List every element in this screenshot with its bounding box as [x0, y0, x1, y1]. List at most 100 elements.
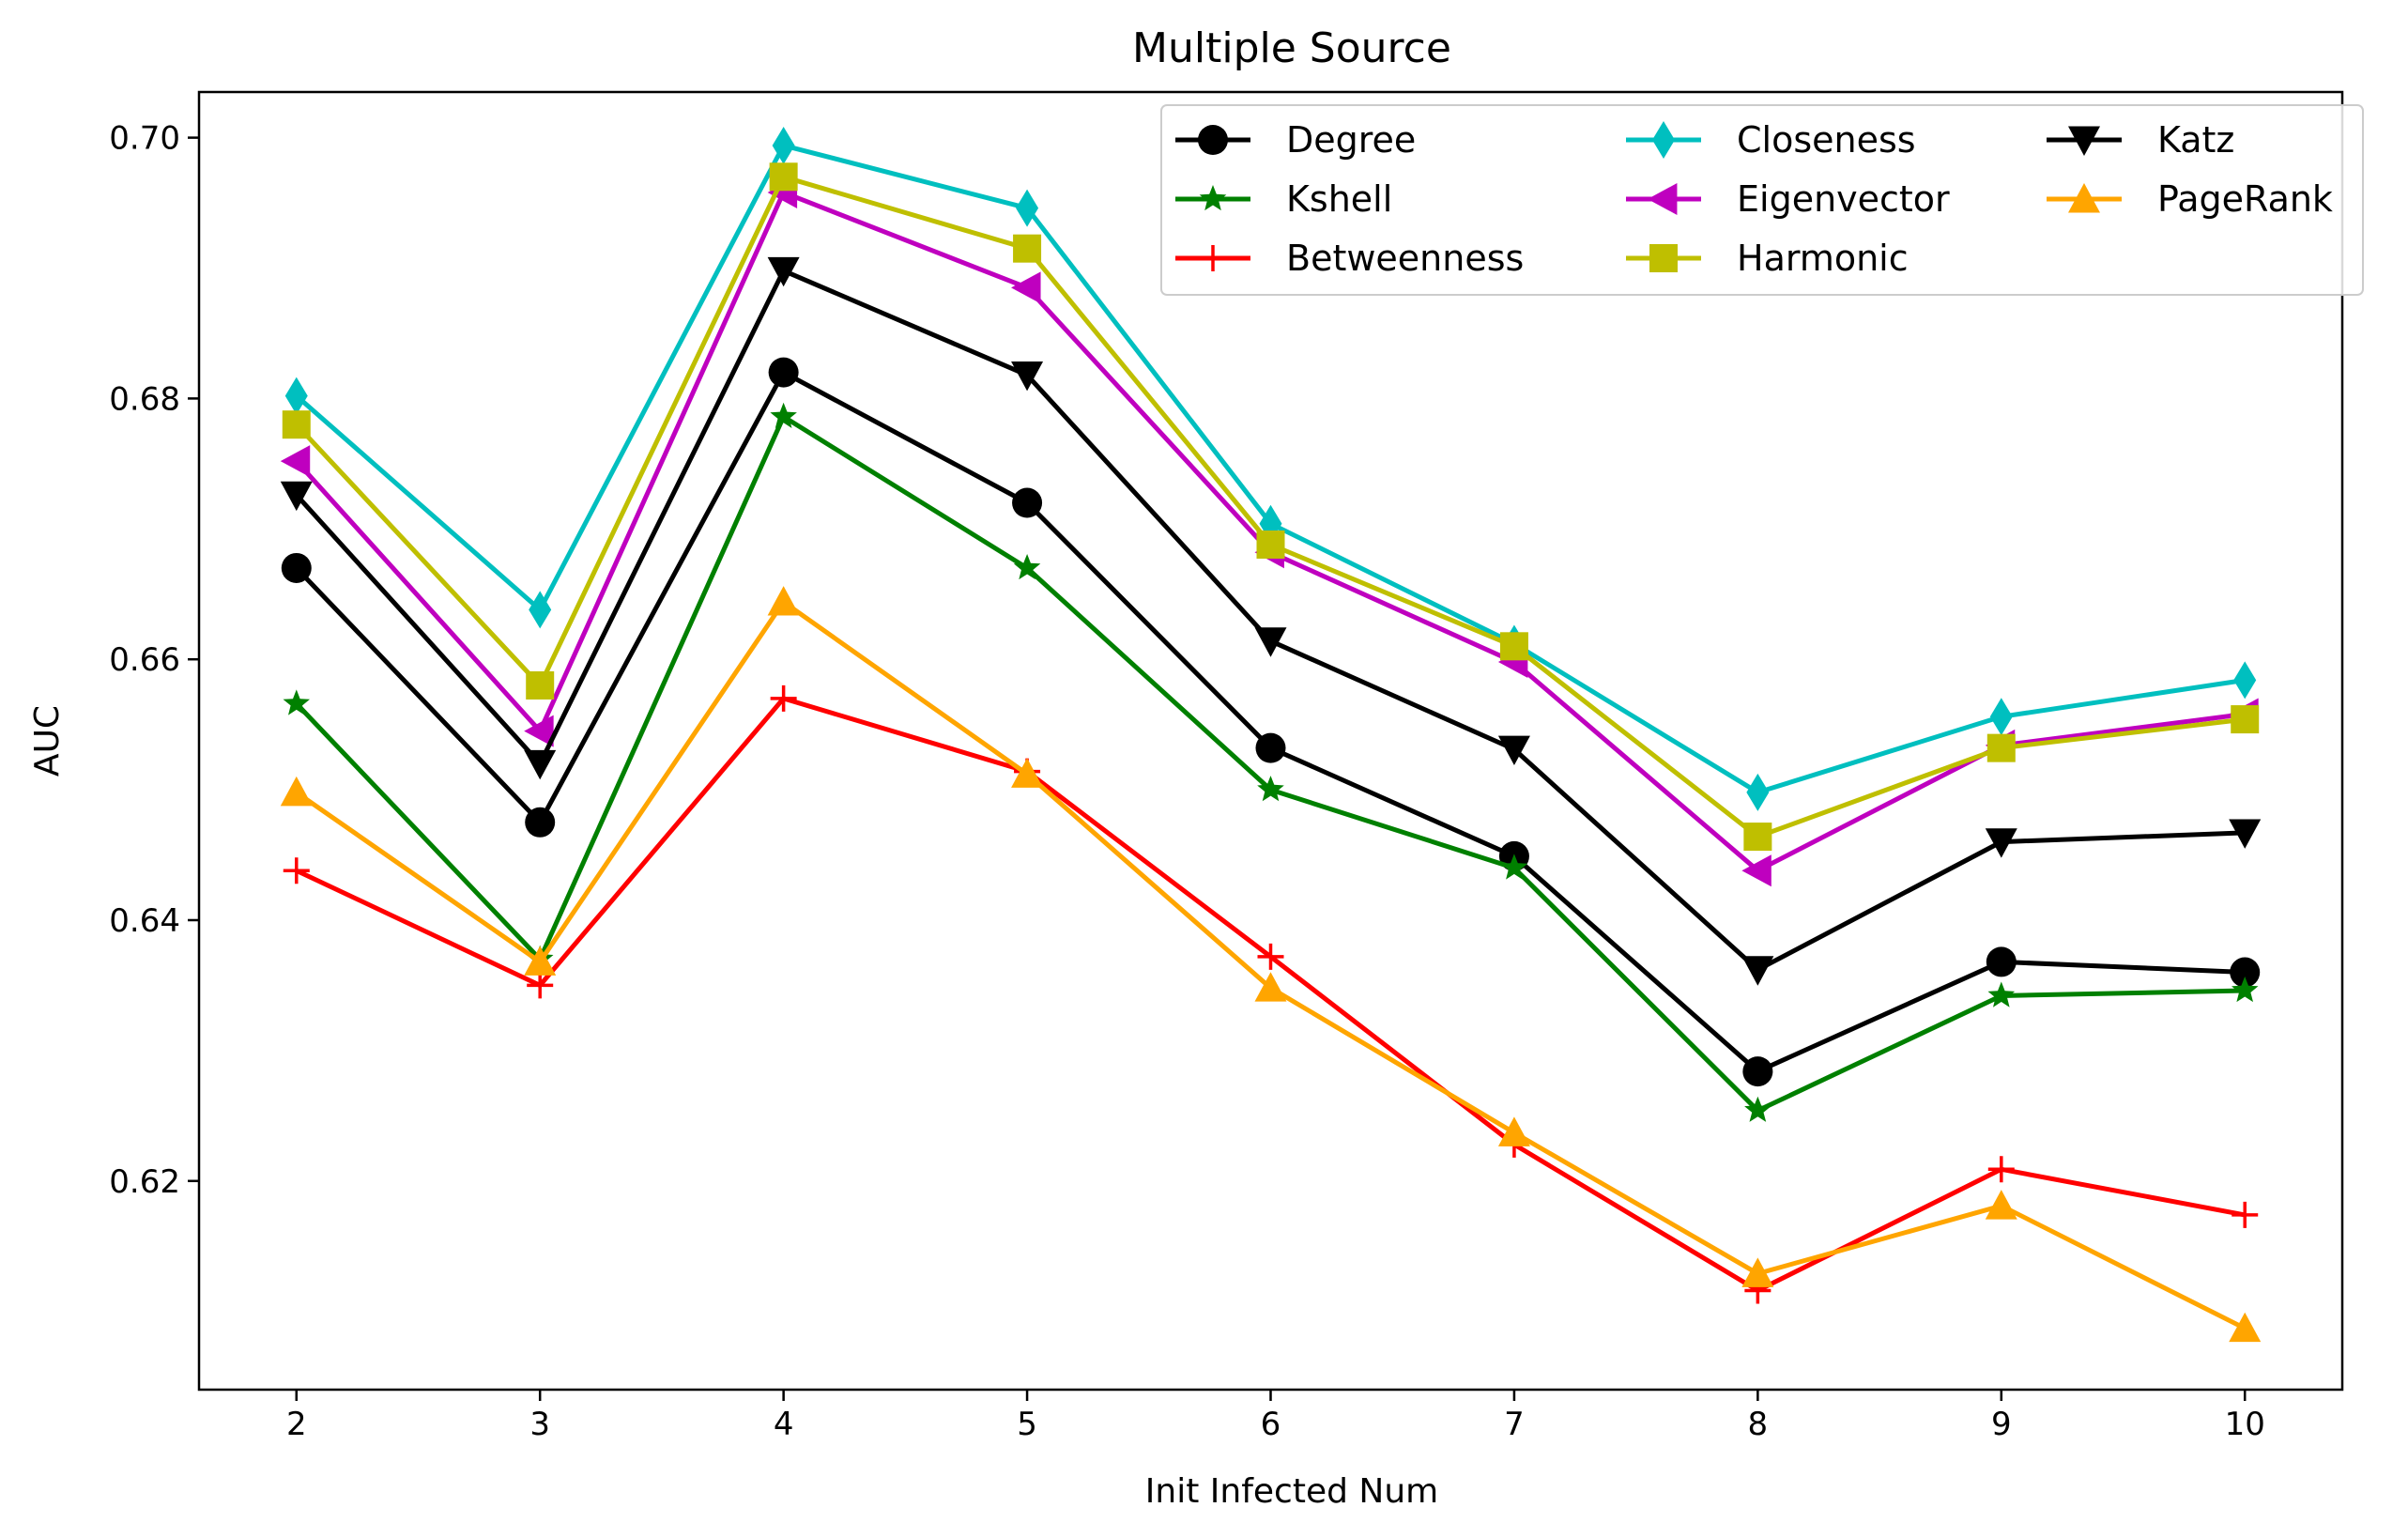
- data-point-pagerank-6: [1254, 972, 1287, 1002]
- data-point-degree-3: [525, 807, 556, 838]
- series-degree: [281, 357, 2261, 1087]
- y-tick-label: 0.70: [109, 120, 180, 158]
- data-point-katz-6: [1254, 627, 1287, 657]
- data-point-betweenness-4: [770, 684, 797, 712]
- legend-entry-degree: Degree: [1175, 119, 1416, 161]
- data-point-katz-8: [1741, 956, 1774, 986]
- x-tick-label: 7: [1504, 1406, 1525, 1443]
- series-harmonic: [282, 162, 2260, 852]
- data-point-degree-5: [1012, 487, 1043, 518]
- legend-label: Katz: [2157, 119, 2234, 161]
- data-point-degree-9: [1986, 946, 2017, 977]
- legend-entry-pagerank: PageRank: [2047, 178, 2333, 220]
- data-point-eigenvector-2: [280, 445, 311, 478]
- data-point-betweenness-2: [283, 857, 310, 884]
- legend-label: Degree: [1286, 119, 1416, 161]
- series-layer: [280, 126, 2262, 1343]
- data-point-degree-6: [1255, 732, 1286, 763]
- data-point-kshell-8: [1744, 1096, 1771, 1122]
- x-tick-label: 5: [1017, 1406, 1037, 1443]
- x-tick-label: 3: [529, 1406, 550, 1443]
- data-point-katz-2: [280, 481, 313, 512]
- legend-swatch-marker: [1200, 245, 1226, 271]
- data-point-betweenness-3: [527, 972, 554, 999]
- data-point-harmonic-6: [1256, 530, 1285, 559]
- legend-entry-kshell: Kshell: [1175, 178, 1392, 220]
- legend-label: Closeness: [1737, 119, 1916, 161]
- data-point-harmonic-9: [1986, 733, 2016, 762]
- data-point-eigenvector-5: [1011, 271, 1041, 304]
- y-tick-label: 0.64: [109, 902, 180, 940]
- data-point-closeness-8: [1746, 773, 1770, 811]
- legend-entry-katz: Katz: [2047, 119, 2234, 161]
- data-point-katz-3: [524, 749, 557, 780]
- data-point-harmonic-3: [526, 670, 555, 700]
- series-pagerank: [280, 586, 2262, 1343]
- data-point-katz-4: [767, 256, 800, 287]
- data-point-closeness-5: [1016, 189, 1039, 227]
- legend-label: Eigenvector: [1737, 178, 1950, 220]
- y-tick-label: 0.68: [109, 380, 180, 418]
- legend-entry-eigenvector: Eigenvector: [1626, 178, 1950, 220]
- data-point-pagerank-7: [1497, 1116, 1530, 1146]
- data-point-degree-8: [1742, 1056, 1773, 1087]
- legend-entry-closeness: Closeness: [1626, 119, 1916, 161]
- x-axis-label: Init Infected Num: [1145, 1472, 1438, 1511]
- data-point-betweenness-10: [2232, 1201, 2259, 1228]
- data-point-eigenvector-8: [1741, 854, 1771, 887]
- data-point-closeness-3: [529, 591, 552, 629]
- data-point-katz-9: [1985, 828, 2017, 858]
- y-axis: 0.62 0.64 0.66 0.68 0.70: [109, 120, 199, 1201]
- legend-swatch-marker: [2068, 183, 2100, 213]
- legend-entry-betweenness: Betweenness: [1175, 238, 1524, 279]
- data-point-closeness-4: [772, 126, 795, 164]
- x-tick-label: 9: [1991, 1406, 2012, 1443]
- data-point-harmonic-8: [1743, 823, 1772, 852]
- data-point-kshell-4: [770, 402, 797, 428]
- data-point-harmonic-5: [1013, 234, 1042, 263]
- data-point-closeness-10: [2233, 661, 2257, 700]
- legend-entry-harmonic: Harmonic: [1626, 238, 1909, 279]
- x-tick-label: 2: [286, 1406, 307, 1443]
- x-tick-label: 6: [1261, 1406, 1281, 1443]
- data-point-betweenness-6: [1257, 943, 1284, 970]
- legend-label: PageRank: [2157, 178, 2333, 220]
- y-tick-label: 0.62: [109, 1163, 180, 1201]
- data-point-katz-10: [2229, 819, 2262, 849]
- data-point-betweenness-9: [1987, 1156, 2015, 1183]
- legend-swatch-marker: [1649, 244, 1678, 272]
- data-point-pagerank-10: [2229, 1312, 2262, 1343]
- legend-swatch-marker: [1199, 185, 1227, 211]
- data-point-degree-10: [2230, 957, 2261, 988]
- y-tick-label: 0.66: [109, 641, 180, 679]
- data-point-pagerank-5: [1011, 758, 1044, 788]
- data-point-pagerank-2: [280, 776, 313, 807]
- data-point-harmonic-10: [2231, 705, 2260, 734]
- data-point-pagerank-3: [524, 946, 557, 976]
- data-point-kshell-10: [2232, 977, 2259, 1003]
- data-point-pagerank-9: [1985, 1190, 2017, 1220]
- legend-box: [1160, 104, 2364, 296]
- data-point-kshell-7: [1500, 854, 1528, 880]
- y-axis-label: AUC: [28, 705, 67, 777]
- data-point-harmonic-2: [282, 410, 311, 439]
- data-point-degree-2: [281, 552, 312, 583]
- legend-label: Betweenness: [1286, 238, 1524, 279]
- x-tick-label: 8: [1748, 1406, 1769, 1443]
- legend-swatch-marker: [2068, 126, 2100, 156]
- data-point-eigenvector-3: [524, 715, 554, 747]
- data-point-pagerank-4: [767, 586, 800, 616]
- legend-label: Kshell: [1286, 178, 1392, 220]
- legend-swatch-marker: [1198, 125, 1228, 155]
- legend-swatch-marker: [1648, 183, 1678, 215]
- legend-swatch-marker: [1652, 121, 1675, 159]
- data-point-kshell-6: [1257, 776, 1284, 802]
- x-tick-label: 4: [774, 1406, 794, 1443]
- data-point-katz-5: [1011, 361, 1044, 392]
- data-point-kshell-2: [283, 689, 310, 715]
- data-point-harmonic-7: [1499, 632, 1528, 661]
- chart-title: Multiple Source: [1132, 24, 1451, 72]
- x-tick-label: 10: [2225, 1406, 2265, 1443]
- legend-label: Harmonic: [1737, 238, 1909, 279]
